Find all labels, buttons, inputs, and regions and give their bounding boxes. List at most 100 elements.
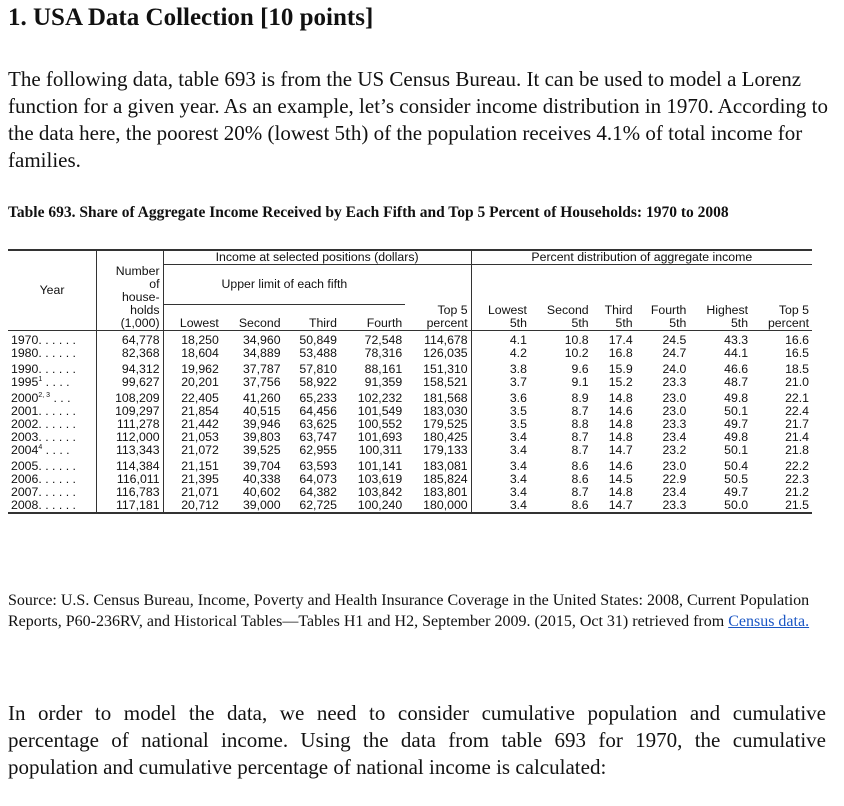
percent-cell: 23.3 — [662, 375, 687, 389]
header-year: Year — [8, 250, 97, 331]
percent-cell: 49.8 — [724, 391, 749, 405]
percent-cell: 23.0 — [662, 391, 687, 405]
income-cell: 18,604 — [181, 346, 219, 360]
percent-cell: 14.8 — [608, 417, 633, 431]
income-cell: 181,568 — [405, 389, 472, 405]
percent-cell: 3.5 — [509, 417, 527, 431]
income-cell: 63,625 — [299, 417, 337, 431]
households-cell: 114,384 — [96, 457, 164, 473]
percent-cell: 22.2 — [785, 459, 809, 473]
income-cell: 37,787 — [242, 362, 281, 376]
header-income-group: Income at selected positions (dollars) — [163, 250, 472, 265]
income-cell: 88,161 — [364, 362, 403, 376]
income-cell: 100,311 — [358, 443, 403, 457]
percent-cell: 14.7 — [608, 443, 633, 457]
households-cell: 117,181 — [96, 499, 164, 513]
percent-cell: 23.0 — [662, 404, 687, 418]
percent-cell: 22.9 — [662, 472, 687, 486]
percent-cell: 3.4 — [509, 443, 527, 457]
percent-cell: 4.1 — [509, 333, 527, 347]
income-cell: 40,338 — [242, 472, 281, 486]
percent-cell: 14.6 — [608, 459, 633, 473]
income-cell: 34,960 — [242, 333, 281, 347]
closing-paragraph: In order to model the data, we need to c… — [8, 701, 826, 779]
percent-cell: 8.6 — [571, 459, 589, 473]
percent-cell: 49.7 — [724, 417, 749, 431]
table-row: 2006. . . . . . 116,011 21,395 40,338 64,073… — [8, 473, 812, 486]
income-cell: 102,232 — [357, 391, 403, 405]
source-note: Source: U.S. Census Bureau, Income, Pove… — [8, 592, 810, 630]
income-cell: 151,310 — [405, 360, 472, 376]
year-cell: 2002. . . . . . — [8, 418, 97, 431]
header-pct-col: Fourth 5th — [650, 303, 687, 330]
year-cell: 2007. . . . . . — [8, 486, 97, 499]
percent-cell: 21.8 — [785, 443, 809, 457]
households-cell: 109,297 — [96, 405, 164, 418]
households-cell: 82,368 — [96, 347, 164, 360]
year-cell: 1990. . . . . . — [8, 360, 97, 376]
percent-cell: 50.5 — [724, 472, 749, 486]
percent-cell: 21.0 — [785, 375, 809, 389]
percent-cell: 24.0 — [662, 362, 687, 376]
table-row: 19951 . . . . 99,627 20,201 37,756 58,922 91,… — [8, 376, 812, 389]
households-cell: 99,627 — [96, 376, 164, 389]
households-cell: 113,343 — [96, 444, 164, 457]
income-cell: 183,081 — [405, 457, 472, 473]
section-title: 1. USA Data Collection [10 points] — [8, 4, 374, 31]
percent-cell: 3.4 — [509, 459, 527, 473]
table-row: 2005. . . . . . 114,384 21,151 39,704 63,593… — [8, 457, 812, 473]
percent-cell: 15.9 — [608, 362, 633, 376]
header-upper-limit: Upper limit of each fifth — [163, 264, 406, 305]
header-fourth: Fourth — [366, 316, 403, 330]
table-row: 2001. . . . . . 109,297 21,854 40,515 64,456… — [8, 405, 812, 418]
income-cell: 50,849 — [299, 333, 337, 347]
percent-cell: 23.3 — [662, 498, 687, 512]
percent-cell: 14.6 — [608, 404, 633, 418]
table-row: 20002, 3 . . . 108,209 22,405 41,260 65,233 1… — [8, 389, 812, 405]
income-cell: 20,201 — [181, 375, 219, 389]
table-row: 1970. . . . . . 64,778 18,250 34,960 50,849 7… — [8, 330, 812, 347]
percent-cell: 14.7 — [608, 498, 633, 512]
year-cell: 2005. . . . . . — [8, 457, 97, 473]
header-pct-col: Second 5th — [546, 303, 589, 330]
percent-cell: 14.8 — [608, 430, 633, 444]
income-cell: 39,803 — [242, 430, 281, 444]
census-data-link[interactable]: Census data. — [728, 613, 810, 630]
header-pct-col: Highest 5th — [706, 303, 749, 330]
percent-cell: 22.4 — [785, 404, 809, 418]
percent-cell: 43.3 — [724, 333, 749, 347]
income-cell: 62,955 — [299, 443, 337, 457]
income-cell: 103,619 — [357, 472, 403, 486]
header-pct-col: Top 5 percent — [767, 303, 809, 330]
households-cell: 112,000 — [96, 431, 164, 444]
header-lowest: Lowest — [179, 316, 219, 330]
income-cell: 63,747 — [299, 430, 337, 444]
income-cell: 62,725 — [299, 498, 337, 512]
income-cell: 180,425 — [405, 431, 472, 444]
percent-cell: 18.5 — [785, 362, 809, 376]
income-cell: 39,000 — [242, 498, 281, 512]
percent-cell: 8.7 — [571, 485, 589, 499]
percent-cell: 16.6 — [785, 333, 809, 347]
percent-cell: 23.3 — [662, 417, 687, 431]
households-cell: 111,278 — [96, 418, 164, 431]
table-row: 2003. . . . . . 112,000 21,053 39,803 63,747… — [8, 431, 812, 444]
income-cell: 58,922 — [299, 375, 337, 389]
income-cell: 40,515 — [242, 404, 281, 418]
table-row: 2002. . . . . . 111,278 21,442 39,946 63,625… — [8, 418, 812, 431]
percent-cell: 50.1 — [724, 443, 749, 457]
percent-cell: 9.6 — [571, 362, 589, 376]
table-row: 2007. . . . . . 116,783 21,071 40,602 64,382… — [8, 486, 812, 499]
households-cell: 64,778 — [96, 330, 164, 347]
households-cell: 108,209 — [96, 389, 164, 405]
percent-cell: 10.8 — [564, 333, 589, 347]
income-table: Year Number of house-holds (1,000) Income a… — [8, 249, 812, 514]
income-cell: 21,072 — [181, 443, 219, 457]
income-cell: 18,250 — [181, 333, 219, 347]
income-cell: 39,946 — [242, 417, 281, 431]
income-cell: 41,260 — [242, 391, 281, 405]
intro-paragraph: The following data, table 693 is from th… — [8, 67, 828, 172]
income-cell: 91,359 — [364, 375, 403, 389]
percent-cell: 22.3 — [785, 472, 809, 486]
income-cell: 183,801 — [405, 486, 472, 499]
